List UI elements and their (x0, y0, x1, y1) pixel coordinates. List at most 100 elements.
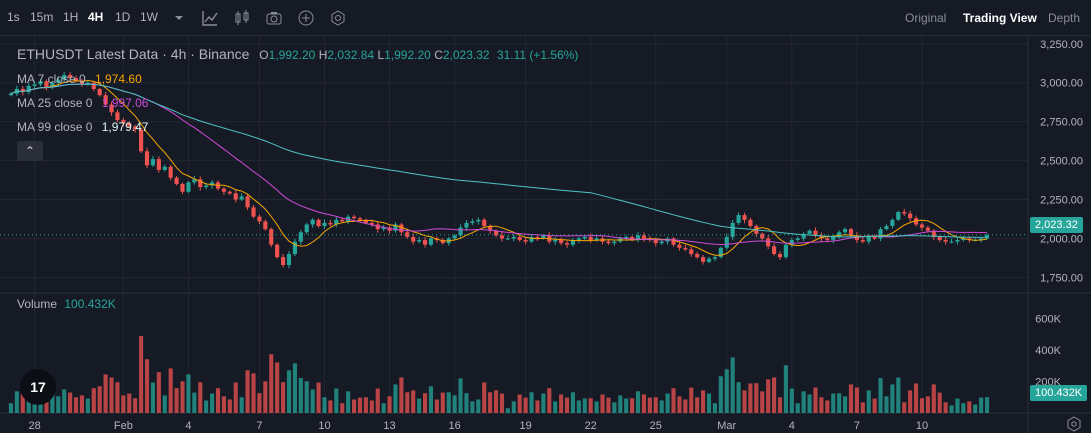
volume-bar (677, 396, 682, 413)
candle-body (766, 238, 771, 247)
volume-bar (630, 398, 635, 413)
ma99-line (10, 83, 987, 238)
interval-15m[interactable]: 15m (30, 10, 54, 24)
volume-bar (535, 400, 540, 413)
candle-body (103, 95, 108, 105)
volume-bar (393, 384, 398, 413)
volume-bar (8, 403, 14, 413)
candle-body (760, 233, 765, 239)
last-volume-tag: 100.432K (1030, 385, 1088, 401)
volume-bar (399, 377, 404, 413)
candle-body (482, 219, 487, 227)
candle-body (695, 254, 700, 258)
volume-bar (813, 387, 818, 413)
volume-bar (754, 383, 759, 413)
candle-body (689, 249, 694, 255)
volume-bar (896, 377, 901, 413)
candle-body (884, 226, 889, 230)
candle-body (133, 126, 138, 130)
candle-body (606, 241, 611, 244)
settings-hex-icon[interactable] (329, 9, 347, 27)
interval-1d[interactable]: 1D (115, 10, 131, 24)
candle-body (582, 236, 587, 239)
candle-body (405, 232, 410, 237)
interval-4h[interactable]: 4H (88, 10, 104, 24)
volume-bar (168, 368, 173, 413)
candle-body (807, 230, 812, 234)
legend-collapse-button[interactable]: ⌃ (17, 141, 43, 161)
volume-bar (653, 397, 658, 413)
view-trading-view[interactable]: Trading View (963, 11, 1037, 25)
indicators-icon[interactable] (201, 9, 219, 27)
interval-1s[interactable]: 1s (7, 10, 20, 24)
volume-bar (446, 392, 451, 413)
volume-bar (263, 381, 268, 413)
price-tick-label: 2,500.00 (1040, 156, 1083, 168)
volume-bar (470, 401, 475, 413)
axis-settings-icon[interactable] (1066, 416, 1082, 432)
volume-bar (150, 382, 156, 413)
low-value: 1,992.20 (384, 48, 431, 62)
candle-type-icon[interactable] (233, 9, 251, 27)
candlestick-chart[interactable]: 3,250.00 3,000.00 2,750.00 2,500.00 2,250.00… (0, 36, 1091, 433)
volume-bar (860, 402, 865, 413)
volume-bar (913, 383, 919, 413)
volume-bar (210, 393, 215, 413)
volume-bar (783, 365, 788, 413)
candle-body (340, 219, 345, 222)
ma7-legend: MA 7 close 0 1,974.60 (17, 72, 142, 86)
candle-body (452, 235, 457, 239)
volume-bar (564, 397, 570, 413)
volume-bar (422, 393, 428, 413)
candle-body (357, 218, 363, 220)
candle-body (369, 222, 374, 225)
volume-bar (32, 402, 37, 413)
volume-bar (878, 378, 883, 413)
tradingview-logo[interactable]: 17 (20, 369, 56, 405)
candle-body (967, 238, 972, 241)
candle-body (890, 219, 895, 227)
volume-bar (275, 362, 280, 413)
volume-bar (322, 397, 327, 413)
candle-body (399, 224, 404, 233)
candle-body (316, 219, 321, 227)
plus-circle-icon[interactable] (297, 9, 315, 27)
candle-body (979, 238, 984, 241)
volume-bar (50, 393, 55, 413)
interval-1w[interactable]: 1W (140, 10, 158, 24)
volume-bar (298, 378, 303, 413)
candle-body (730, 222, 735, 237)
volume-bar (606, 397, 611, 413)
interval-1h[interactable]: 1H (63, 10, 79, 24)
candle-body (488, 226, 493, 231)
candle-body (292, 241, 297, 255)
candle-body (476, 219, 481, 222)
candle-body (56, 79, 61, 83)
ma7-line (10, 79, 988, 256)
candle-body (310, 219, 315, 225)
volume-bar (949, 405, 954, 413)
volume-bar (405, 392, 410, 413)
camera-icon[interactable] (265, 9, 283, 27)
volume-bar (434, 399, 439, 413)
candle-body (245, 196, 250, 208)
candle-body (624, 236, 629, 239)
volume-bar (600, 394, 605, 413)
volume-bar (517, 394, 522, 413)
candle-body (351, 216, 357, 219)
candle-body (984, 234, 990, 239)
chevron-down-icon[interactable] (170, 9, 188, 27)
candle-body (842, 229, 848, 233)
volume-bar (363, 397, 368, 413)
price-tick-label: 3,000.00 (1040, 78, 1083, 90)
candle-body (221, 188, 226, 192)
candle-body (233, 193, 238, 200)
ma99-legend: MA 99 close 0 1,979.47 (17, 120, 148, 134)
close-label: C (434, 48, 443, 62)
candle-body (375, 224, 380, 230)
candle-body (925, 227, 930, 231)
view-depth[interactable]: Depth (1048, 11, 1081, 25)
view-original[interactable]: Original (905, 11, 947, 25)
volume-bar (576, 400, 581, 413)
chart-legend: ETHUSDT Latest Data · 4h · Binance O1,99… (17, 46, 578, 62)
